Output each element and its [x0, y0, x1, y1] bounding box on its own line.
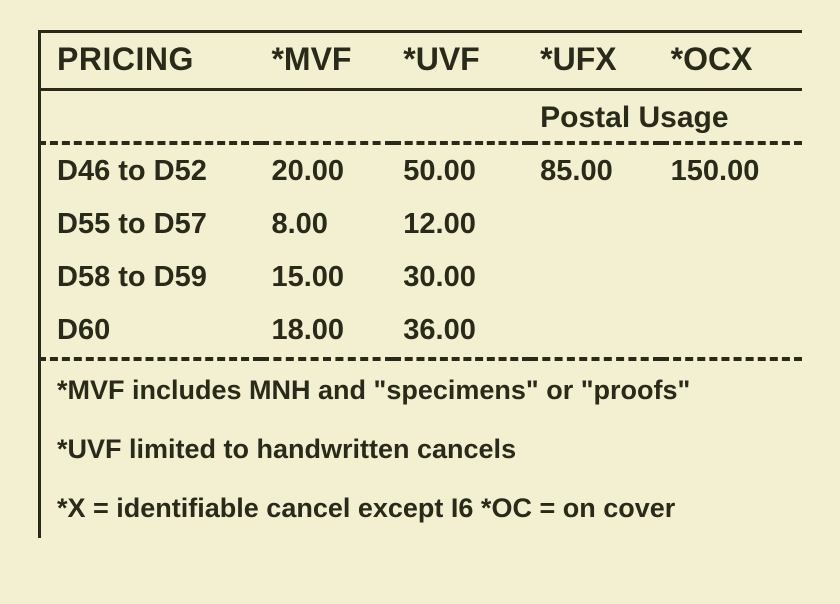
header-pricing: PRICING: [40, 32, 262, 90]
subheader-postal-usage: Postal Usage: [530, 90, 802, 144]
header-mvf: *MVF: [261, 32, 393, 90]
note-uvf: *UVF limited to handwritten cancels: [57, 420, 802, 479]
row-label: D60: [40, 304, 262, 359]
row-mvf: 8.00: [261, 198, 393, 251]
header-ufx: *UFX: [530, 32, 661, 90]
row-label: D55 to D57: [40, 198, 262, 251]
header-ocx: *OCX: [661, 32, 802, 90]
row-ocx: [661, 198, 802, 251]
note-x-oc: *X = identifiable cancel except I6 *OC =…: [57, 479, 802, 538]
notes-section: *MVF includes MNH and "specimens" or "pr…: [38, 361, 802, 538]
row-uvf: 12.00: [393, 198, 530, 251]
table-row: D55 to D57 8.00 12.00: [40, 198, 803, 251]
header-uvf: *UVF: [393, 32, 530, 90]
pricing-document: PRICING *MVF *UVF *UFX *OCX Postal Usage…: [0, 0, 840, 558]
table-row: D58 to D59 15.00 30.00: [40, 251, 803, 304]
row-ocx: [661, 251, 802, 304]
row-ocx: [661, 304, 802, 359]
row-label: D58 to D59: [40, 251, 262, 304]
row-ufx: [530, 251, 661, 304]
row-ufx: [530, 198, 661, 251]
pricing-table: PRICING *MVF *UVF *UFX *OCX Postal Usage…: [38, 30, 802, 361]
table-row: D46 to D52 20.00 50.00 85.00 150.00: [40, 143, 803, 198]
note-mvf: *MVF includes MNH and "specimens" or "pr…: [57, 361, 802, 420]
row-ufx: [530, 304, 661, 359]
row-uvf: 50.00: [393, 143, 530, 198]
table-header-row: PRICING *MVF *UVF *UFX *OCX: [40, 32, 803, 90]
subheader-empty-2: [393, 90, 530, 144]
table-subheader-row: Postal Usage: [40, 90, 803, 144]
row-uvf: 36.00: [393, 304, 530, 359]
row-mvf: 18.00: [261, 304, 393, 359]
row-mvf: 15.00: [261, 251, 393, 304]
row-mvf: 20.00: [261, 143, 393, 198]
row-label: D46 to D52: [40, 143, 262, 198]
row-ufx: 85.00: [530, 143, 661, 198]
subheader-empty-1: [261, 90, 393, 144]
subheader-empty-0: [40, 90, 262, 144]
row-uvf: 30.00: [393, 251, 530, 304]
row-ocx: 150.00: [661, 143, 802, 198]
table-row: D60 18.00 36.00: [40, 304, 803, 359]
